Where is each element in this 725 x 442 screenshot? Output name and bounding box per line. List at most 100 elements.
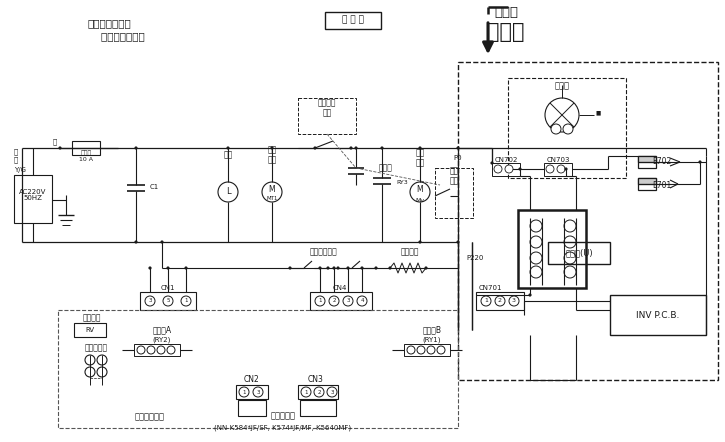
Circle shape [551,124,561,134]
Circle shape [145,296,155,306]
Circle shape [327,387,337,397]
Text: C1: C1 [150,184,160,190]
Bar [58,310,458,428]
Circle shape [253,387,263,397]
Circle shape [347,267,349,270]
Circle shape [546,165,554,173]
Text: L: L [225,187,231,197]
Circle shape [357,296,367,306]
Text: (NN-K584*JF/SF, K574*JF/MF, K5640MF): (NN-K584*JF/SF, K574*JF/MF, K5640MF) [215,425,352,431]
Circle shape [167,267,170,270]
Text: 高压区: 高压区 [487,22,524,42]
Circle shape [270,146,273,149]
Circle shape [529,293,531,297]
Circle shape [437,346,445,354]
Circle shape [355,146,357,149]
Text: RY3: RY3 [396,179,407,184]
Circle shape [301,387,311,397]
Text: M: M [269,184,276,194]
Circle shape [181,296,191,306]
Circle shape [375,267,378,270]
Text: E702: E702 [652,157,671,167]
Circle shape [289,267,291,270]
Text: 短路
开关: 短路 开关 [450,166,459,186]
Text: CN4: CN4 [333,285,347,291]
Circle shape [239,387,249,397]
Circle shape [329,296,339,306]
Text: P0: P0 [453,155,462,161]
Circle shape [226,146,230,149]
Text: 棕: 棕 [14,157,18,163]
Circle shape [59,146,62,149]
Circle shape [427,346,435,354]
Text: E701: E701 [652,180,671,190]
Circle shape [495,296,505,306]
Text: 新 高 压: 新 高 压 [342,15,364,24]
Text: 加热器: 加热器 [379,164,393,172]
Circle shape [481,296,491,306]
Text: 3: 3 [331,389,334,395]
Circle shape [557,165,565,173]
Circle shape [313,146,317,149]
Bar [638,178,656,190]
Circle shape [333,267,336,270]
Bar [458,62,718,380]
Text: 炉灯: 炉灯 [223,150,233,160]
Text: 继电器B: 继电器B [423,325,442,335]
Text: 蓝: 蓝 [14,149,18,155]
Text: 3: 3 [256,389,260,395]
Circle shape [349,146,352,149]
Text: 蒸汽感应器: 蒸汽感应器 [270,412,296,420]
Circle shape [360,267,363,270]
Bar [238,400,266,416]
Text: 初级碰锁
开关: 初级碰锁 开关 [318,98,336,118]
Text: CN702: CN702 [494,157,518,163]
Circle shape [457,146,460,149]
Circle shape [147,346,155,354]
Circle shape [491,161,494,164]
Text: RV: RV [86,327,94,333]
Bar [134,344,180,356]
Circle shape [565,168,568,171]
Bar [140,292,196,310]
Circle shape [425,267,428,270]
Text: 磁控管: 磁控管 [555,81,570,91]
Text: M: M [417,186,423,194]
Circle shape [163,296,173,306]
Circle shape [407,346,415,354]
Circle shape [167,346,175,354]
Text: 5: 5 [166,298,170,304]
Text: 变频器(U): 变频器(U) [566,248,593,258]
Bar [544,163,572,176]
Text: CN701: CN701 [478,285,502,291]
Bar [298,385,338,399]
Text: 1: 1 [304,389,307,395]
Text: 压敏电阻: 压敏电阻 [83,313,102,323]
Circle shape [457,240,460,244]
Text: ■: ■ [595,110,600,115]
Text: MT1: MT1 [266,197,278,202]
Text: (RY1): (RY1) [423,337,442,343]
Circle shape [157,346,165,354]
Text: 风扇
电机: 风扇 电机 [415,149,425,168]
Circle shape [343,296,353,306]
Text: INV P.C.B.: INV P.C.B. [637,310,679,320]
Circle shape [509,296,519,306]
Text: 注意：: 注意： [494,5,518,19]
Text: Mv: Mv [415,198,425,202]
Text: CN703: CN703 [546,157,570,163]
Circle shape [494,165,502,173]
Text: CN2: CN2 [244,376,260,385]
Circle shape [160,240,164,244]
Bar [476,292,524,310]
Bar [300,400,336,416]
Text: 微波炉不工作。: 微波炉不工作。 [88,31,145,41]
Text: 1: 1 [184,298,188,304]
Bar [638,178,656,184]
Circle shape [318,267,321,270]
Bar [638,156,656,162]
Bar [492,163,520,176]
Bar [548,242,610,264]
Text: 保险丝
10 A: 保险丝 10 A [79,150,93,162]
Circle shape [326,267,329,270]
